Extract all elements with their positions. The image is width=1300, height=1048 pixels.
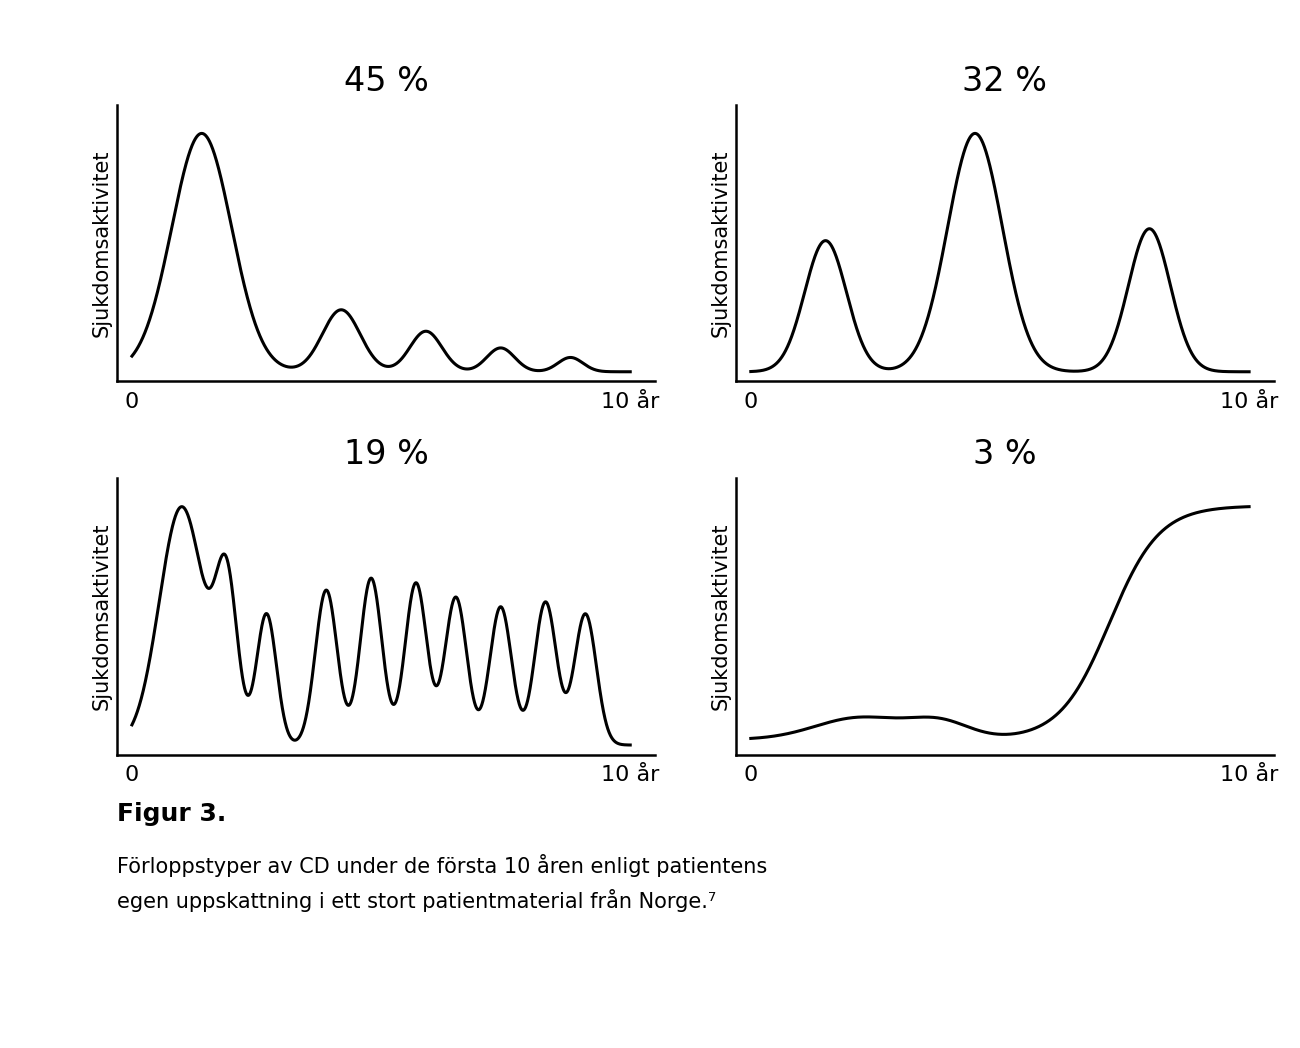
Title: 19 %: 19 % bbox=[343, 438, 429, 472]
Y-axis label: Sjukdomsaktivitet: Sjukdomsaktivitet bbox=[91, 149, 112, 336]
Text: 0: 0 bbox=[744, 392, 758, 412]
Text: 10 år: 10 år bbox=[1219, 765, 1278, 785]
Text: Figur 3.: Figur 3. bbox=[117, 802, 226, 826]
Text: 0: 0 bbox=[125, 392, 139, 412]
Title: 45 %: 45 % bbox=[343, 65, 429, 97]
Y-axis label: Sjukdomsaktivitet: Sjukdomsaktivitet bbox=[91, 523, 112, 711]
Text: 10 år: 10 år bbox=[601, 765, 659, 785]
Y-axis label: Sjukdomsaktivitet: Sjukdomsaktivitet bbox=[710, 523, 731, 711]
Text: 0: 0 bbox=[125, 765, 139, 785]
Title: 3 %: 3 % bbox=[974, 438, 1036, 472]
Text: 0: 0 bbox=[744, 765, 758, 785]
Text: 10 år: 10 år bbox=[601, 392, 659, 412]
Text: 10 år: 10 år bbox=[1219, 392, 1278, 412]
Text: Förloppstyper av CD under de första 10 åren enligt patientens
egen uppskattning : Förloppstyper av CD under de första 10 å… bbox=[117, 854, 767, 912]
Y-axis label: Sjukdomsaktivitet: Sjukdomsaktivitet bbox=[710, 149, 731, 336]
Title: 32 %: 32 % bbox=[962, 65, 1048, 97]
